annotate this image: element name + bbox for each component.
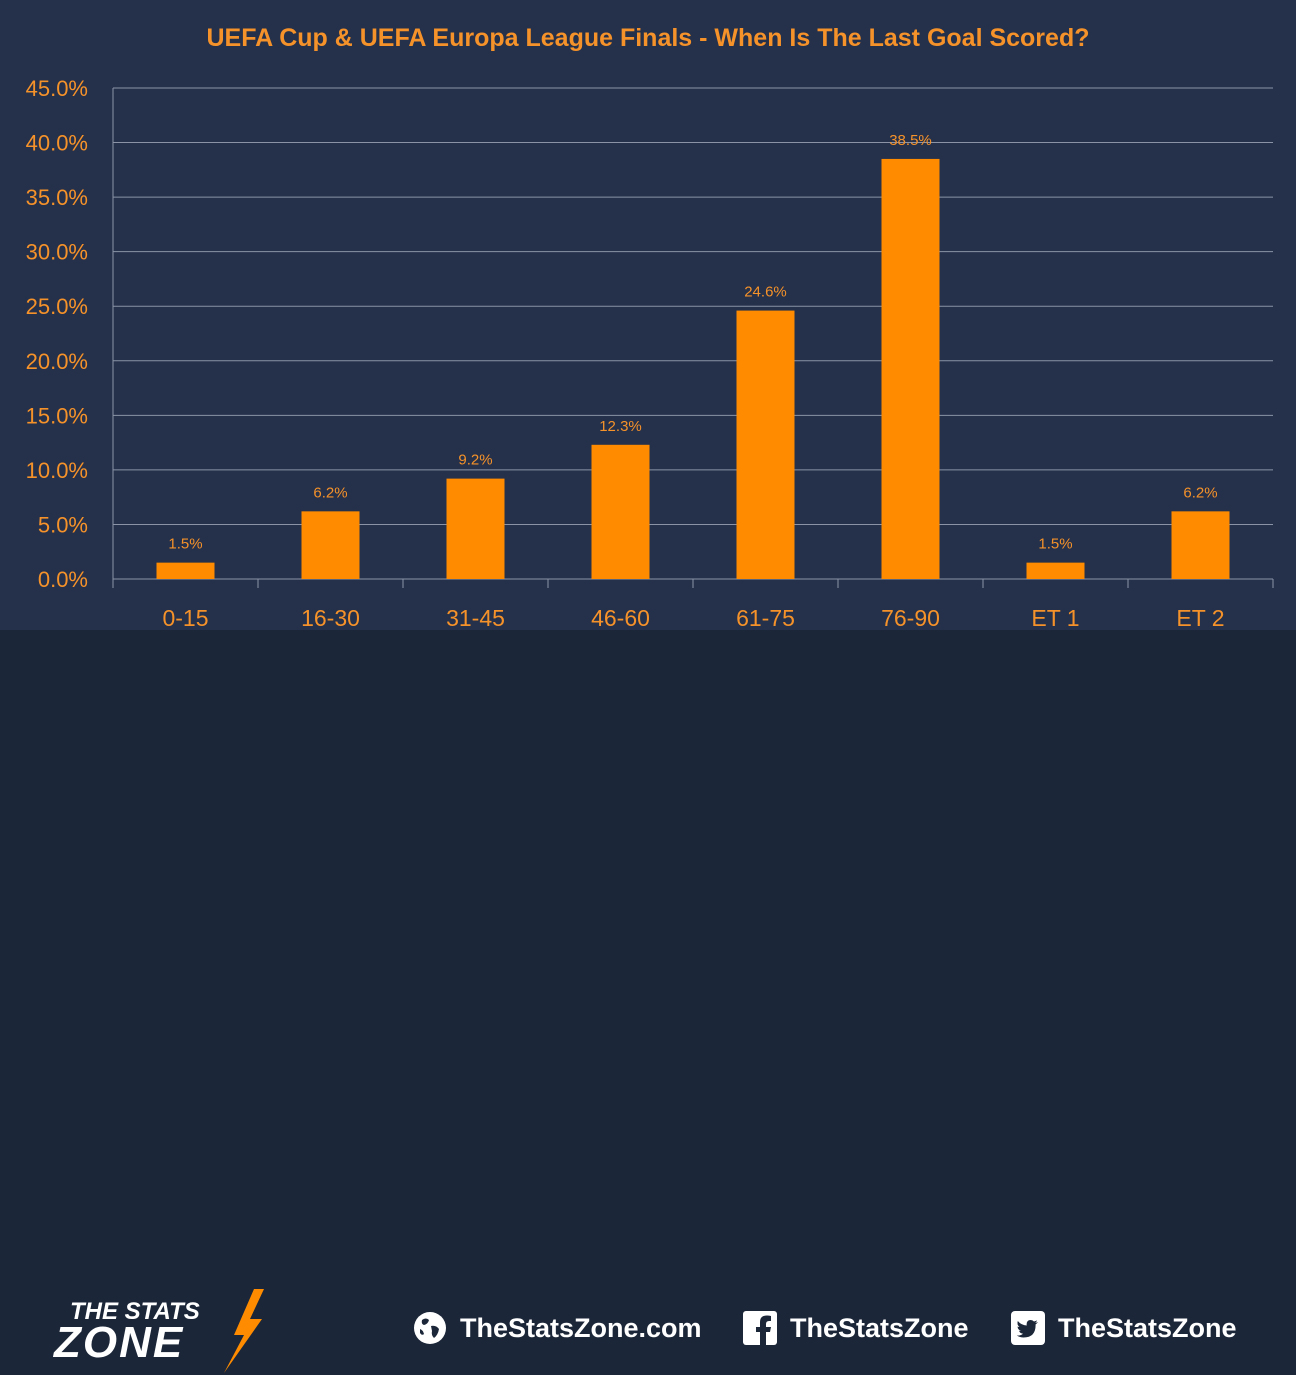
x-tick-label: 0-15	[162, 605, 208, 630]
bar	[591, 444, 650, 579]
website-text: TheStatsZone.com	[460, 1312, 702, 1343]
twitter-icon	[1010, 1310, 1046, 1346]
x-tick-label: ET 1	[1031, 605, 1079, 630]
bar	[156, 562, 215, 579]
labels: 0.0% 5.0% 10.0% 15.0% 20.0% 25.0% 30.0% 35.0% 40…	[26, 76, 1225, 631]
data-label: 1.5%	[1038, 536, 1072, 553]
data-label: 1.5%	[168, 536, 202, 553]
footer: THE STATS ZONE TheStatsZone.com TheStats…	[0, 630, 1296, 1373]
facebook-icon	[742, 1310, 778, 1346]
twitter-link[interactable]: TheStatsZone	[1010, 1306, 1237, 1350]
bar-chart: UEFA Cup & UEFA Europa League Finals - W…	[26, 24, 1274, 631]
y-tick-label: 0.0%	[38, 567, 88, 592]
facebook-link[interactable]: TheStatsZone	[742, 1306, 969, 1350]
website-link[interactable]: TheStatsZone.com	[412, 1306, 702, 1350]
x-tick-label: 61-75	[736, 605, 795, 630]
bars	[156, 158, 1230, 579]
bar	[881, 158, 940, 579]
y-tick-label: 5.0%	[38, 512, 88, 537]
data-label: 38.5%	[889, 132, 932, 149]
x-tick-label: 31-45	[446, 605, 505, 630]
y-tick-label: 15.0%	[26, 403, 88, 428]
y-tick-label: 25.0%	[26, 294, 88, 319]
facebook-text: TheStatsZone	[790, 1312, 969, 1343]
x-tick-label: 46-60	[591, 605, 650, 630]
globe-icon	[412, 1310, 448, 1346]
y-tick-label: 40.0%	[26, 131, 88, 156]
bar	[301, 511, 360, 579]
data-label: 9.2%	[458, 452, 492, 469]
stats-zone-logo: THE STATS ZONE	[52, 1289, 264, 1373]
bar	[736, 310, 795, 579]
y-tick-label: 20.0%	[26, 349, 88, 374]
bar	[1171, 511, 1230, 579]
data-label: 6.2%	[1183, 484, 1217, 501]
bar	[446, 478, 505, 579]
x-tick-label: ET 2	[1176, 605, 1224, 630]
gridlines	[113, 87, 1273, 525]
y-tick-label: 10.0%	[26, 458, 88, 483]
logo-line2: ZONE	[52, 1318, 184, 1367]
chart-panel: UEFA Cup & UEFA Europa League Finals - W…	[0, 0, 1296, 631]
y-tick-label: 30.0%	[26, 240, 88, 265]
bar	[1026, 562, 1085, 579]
data-label: 6.2%	[313, 484, 347, 501]
data-label: 12.3%	[599, 418, 642, 435]
twitter-text: TheStatsZone	[1058, 1312, 1237, 1343]
x-tick-label: 76-90	[881, 605, 940, 630]
data-label: 24.6%	[744, 284, 787, 301]
chart-title: UEFA Cup & UEFA Europa League Finals - W…	[207, 24, 1090, 52]
y-tick-label: 35.0%	[26, 185, 88, 210]
y-tick-label: 45.0%	[26, 76, 88, 101]
axes	[112, 88, 1274, 588]
x-tick-label: 16-30	[301, 605, 360, 630]
